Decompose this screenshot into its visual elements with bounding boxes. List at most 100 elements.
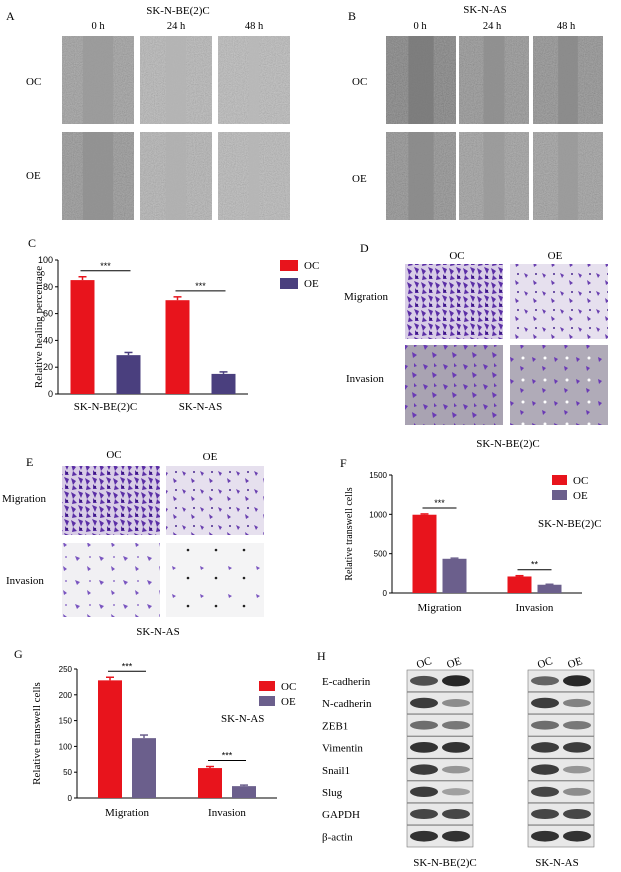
legend-swatch bbox=[259, 696, 275, 706]
lane-label: OE bbox=[445, 655, 463, 671]
chart-annotation: SK-N-BE(2)C bbox=[538, 518, 602, 530]
y-tick-label: 20 bbox=[43, 362, 53, 372]
blot-band bbox=[563, 698, 591, 708]
wound-image bbox=[140, 36, 212, 124]
column-label: 0 h bbox=[91, 21, 105, 32]
blot-band bbox=[410, 808, 438, 820]
blot-strip bbox=[406, 780, 474, 803]
panel-f: F 0 500 1000 1500 Relative transwell cells **… bbox=[340, 456, 602, 614]
transwell-image bbox=[62, 466, 160, 535]
y-axis-label: Relative transwell cells bbox=[344, 487, 355, 580]
legend-label: OC bbox=[304, 260, 319, 272]
panel-caption: SK-N-BE(2)C bbox=[476, 438, 540, 450]
blot-band bbox=[531, 742, 559, 753]
blot-band bbox=[531, 786, 559, 797]
column-label: 0 h bbox=[413, 21, 427, 32]
y-tick-label: 250 bbox=[59, 665, 73, 674]
y-tick-label: 0 bbox=[48, 389, 53, 399]
row-label: Migration bbox=[2, 493, 46, 505]
panel-caption: SK-N-AS bbox=[136, 626, 179, 638]
blot-strip bbox=[527, 714, 595, 737]
panel-a: A SK-N-BE(2)C 0 h 24 h 48 h OC OE bbox=[6, 5, 290, 220]
blot-band bbox=[442, 830, 470, 842]
blot-band bbox=[442, 742, 470, 753]
blot-band bbox=[442, 720, 470, 730]
legend-label: OE bbox=[573, 490, 588, 502]
blot-strip bbox=[527, 758, 595, 781]
x-tick-label: Invasion bbox=[516, 602, 554, 614]
column-label: 24 h bbox=[483, 21, 502, 32]
blot-band bbox=[531, 697, 559, 709]
legend-label: OE bbox=[304, 278, 319, 290]
chart-annotation: SK-N-AS bbox=[221, 713, 264, 725]
blot-strip bbox=[406, 736, 474, 759]
transwell-image bbox=[405, 345, 503, 425]
row-label: OE bbox=[26, 170, 41, 182]
blot-strip bbox=[527, 780, 595, 803]
panel-letter: E bbox=[26, 455, 33, 469]
bar bbox=[442, 558, 467, 593]
panel-title: SK-N-AS bbox=[463, 4, 506, 16]
column-label: 48 h bbox=[557, 21, 576, 32]
bar bbox=[132, 738, 156, 798]
wound-image bbox=[459, 132, 529, 220]
bar bbox=[507, 576, 532, 593]
blot-band bbox=[531, 808, 559, 820]
legend-label: OC bbox=[573, 475, 588, 487]
blot-band bbox=[531, 830, 559, 842]
panel-letter: G bbox=[14, 647, 23, 661]
blot-band bbox=[563, 765, 591, 774]
lane-label: OC bbox=[415, 655, 433, 671]
bar bbox=[232, 786, 256, 798]
panel-letter: A bbox=[6, 9, 15, 23]
y-tick-label: 80 bbox=[43, 282, 53, 292]
significance-label: *** bbox=[195, 281, 206, 291]
blot-band bbox=[531, 720, 559, 730]
protein-label: ZEB1 bbox=[322, 720, 348, 732]
blot-strip bbox=[527, 802, 595, 826]
western-blot: OC OE SK-N-AS bbox=[527, 655, 595, 869]
significance-label: *** bbox=[434, 498, 445, 508]
blot-band bbox=[410, 764, 438, 775]
y-tick-label: 500 bbox=[374, 550, 388, 559]
x-tick-label: Invasion bbox=[208, 807, 246, 819]
legend-swatch bbox=[280, 278, 298, 289]
blot-band bbox=[563, 720, 591, 730]
blot-band bbox=[410, 675, 438, 686]
transwell-image bbox=[62, 543, 160, 617]
blot-band bbox=[563, 787, 591, 796]
y-tick-label: 200 bbox=[59, 691, 73, 700]
transwell-image bbox=[405, 264, 503, 339]
panel-letter: H bbox=[317, 649, 326, 663]
blot-band bbox=[531, 764, 559, 775]
panel-letter: F bbox=[340, 456, 347, 470]
column-label: 48 h bbox=[245, 21, 264, 32]
panel-letter: C bbox=[28, 236, 36, 250]
bar bbox=[165, 300, 190, 394]
panel-h: H E-cadherin N-cadherin ZEB1 Vimentin Snail1… bbox=[317, 649, 595, 869]
blot-band bbox=[563, 742, 591, 753]
wound-image bbox=[218, 36, 290, 124]
transwell-image bbox=[166, 466, 264, 535]
blot-strip bbox=[527, 736, 595, 759]
blot-band bbox=[410, 830, 438, 842]
blot-caption: SK-N-BE(2)C bbox=[413, 857, 477, 869]
blot-strip bbox=[527, 691, 595, 715]
legend-swatch bbox=[259, 681, 275, 691]
blot-band bbox=[563, 675, 591, 687]
column-label: 24 h bbox=[167, 21, 186, 32]
significance-label: *** bbox=[222, 751, 233, 761]
blot-strip bbox=[406, 691, 474, 715]
row-label: OC bbox=[352, 76, 367, 88]
bar bbox=[116, 355, 141, 394]
y-tick-label: 50 bbox=[63, 768, 72, 777]
significance-label: *** bbox=[122, 661, 133, 671]
panel-b: B SK-N-AS 0 h 24 h 48 h OC OE bbox=[348, 4, 603, 220]
blot-band bbox=[563, 830, 591, 842]
bar bbox=[412, 514, 437, 593]
blot-band bbox=[410, 742, 438, 753]
wound-image bbox=[459, 36, 529, 124]
protein-label: Snail1 bbox=[322, 765, 350, 777]
protein-label: GAPDH bbox=[322, 809, 360, 821]
row-label: Invasion bbox=[6, 575, 44, 587]
